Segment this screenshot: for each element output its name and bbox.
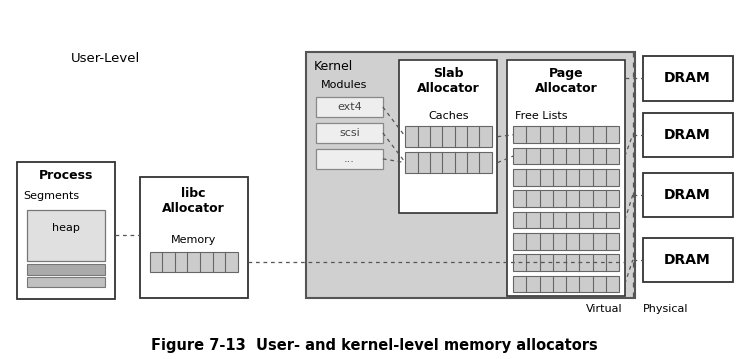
Text: Virtual: Virtual — [586, 304, 623, 314]
Bar — [316, 97, 383, 117]
Bar — [306, 52, 634, 298]
Text: ...: ... — [344, 154, 355, 164]
Bar — [643, 56, 733, 101]
Bar — [513, 212, 619, 228]
Text: User-Level: User-Level — [71, 52, 140, 65]
Bar — [316, 123, 383, 143]
Bar — [513, 190, 619, 207]
Bar — [513, 233, 619, 250]
Text: Physical: Physical — [643, 304, 688, 314]
Bar — [513, 169, 619, 186]
Text: Process: Process — [39, 169, 94, 182]
Bar — [405, 126, 491, 147]
Text: scsi: scsi — [339, 128, 360, 138]
Bar — [399, 60, 497, 213]
Text: DRAM: DRAM — [664, 128, 711, 142]
Text: DRAM: DRAM — [664, 71, 711, 85]
Bar — [643, 238, 733, 282]
Text: Page
Allocator: Page Allocator — [535, 67, 598, 95]
Bar — [643, 113, 733, 157]
Text: Kernel: Kernel — [315, 60, 354, 73]
Bar — [27, 210, 106, 261]
Text: Free Lists: Free Lists — [515, 111, 568, 121]
Bar — [150, 252, 237, 272]
Text: DRAM: DRAM — [664, 253, 711, 267]
Bar — [17, 162, 115, 299]
Text: Slab
Allocator: Slab Allocator — [417, 67, 480, 95]
Bar — [513, 254, 619, 271]
Text: Figure 7-13  User- and kernel-level memory allocators: Figure 7-13 User- and kernel-level memor… — [151, 338, 598, 353]
Bar — [140, 177, 248, 298]
Text: Caches: Caches — [428, 111, 469, 121]
Bar — [27, 264, 106, 275]
Bar — [643, 173, 733, 217]
Bar — [405, 153, 491, 173]
Text: ext4: ext4 — [337, 102, 362, 112]
Text: Segments: Segments — [23, 191, 79, 201]
Bar — [513, 126, 619, 143]
Text: Modules: Modules — [321, 80, 368, 90]
Text: Memory: Memory — [171, 235, 216, 245]
Bar — [513, 276, 619, 292]
Text: libc
Allocator: libc Allocator — [163, 187, 225, 215]
Text: DRAM: DRAM — [664, 188, 711, 202]
Bar — [316, 149, 383, 169]
Bar — [507, 60, 625, 296]
Bar — [27, 278, 106, 287]
Text: heap: heap — [52, 223, 80, 233]
Bar — [513, 148, 619, 164]
